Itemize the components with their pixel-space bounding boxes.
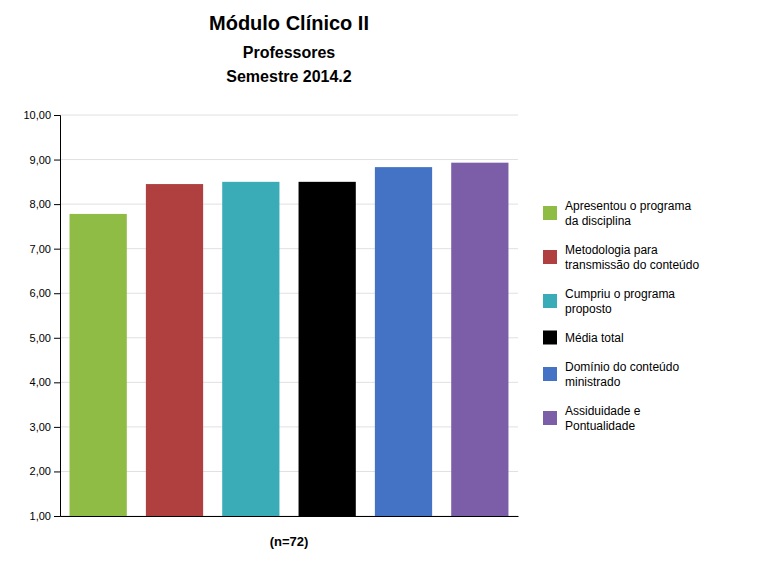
y-tick-label: 3,00 xyxy=(30,421,51,433)
bar xyxy=(375,167,432,516)
grid-line xyxy=(60,516,518,517)
legend-label: Domínio do conteúdoministrado xyxy=(565,360,679,389)
y-tick-mark xyxy=(54,160,60,161)
y-tick-mark xyxy=(54,338,60,339)
grid-line xyxy=(60,337,518,338)
y-tick: 4,00 xyxy=(30,376,60,388)
y-tick: 7,00 xyxy=(30,243,60,255)
y-tick-label: 7,00 xyxy=(30,243,51,255)
y-tick-mark xyxy=(54,471,60,472)
y-tick-label: 10,00 xyxy=(23,109,51,121)
legend-label: Metodologia paratransmissão do conteúdo xyxy=(565,243,699,272)
x-axis-line xyxy=(61,516,519,517)
grid-line xyxy=(60,115,518,116)
y-tick-label: 1,00 xyxy=(30,510,51,522)
y-tick-mark xyxy=(54,516,60,517)
bar xyxy=(222,182,279,516)
y-tick-mark xyxy=(54,204,60,205)
legend-item: Assiduidade ePontualidade xyxy=(543,404,641,433)
y-tick-label: 6,00 xyxy=(30,287,51,299)
plot: 1,00 2,00 3,00 4,00 5,00 6,00 7,00 8,00 9,00 10,0… xyxy=(23,109,518,522)
subtitle: Semestre 2014.2 xyxy=(226,68,352,85)
legend-label: Apresentou o programada disciplina xyxy=(565,199,691,228)
subtitle: Professores xyxy=(243,44,336,61)
y-axis-line xyxy=(54,116,61,517)
y-axis: 1,00 2,00 3,00 4,00 5,00 6,00 7,00 8,00 9,00 10,0… xyxy=(23,109,60,522)
y-tick-label: 2,00 xyxy=(30,465,51,477)
grid-line xyxy=(60,248,518,249)
y-tick: 2,00 xyxy=(30,465,60,477)
y-tick-label: 8,00 xyxy=(30,198,51,210)
legend: Apresentou o programada disciplina Metodo… xyxy=(543,199,699,433)
grid-line xyxy=(60,426,518,427)
legend-swatch xyxy=(543,294,557,308)
grid-line xyxy=(60,159,518,160)
y-tick-mark xyxy=(54,249,60,250)
grid-line xyxy=(60,471,518,472)
grid-line xyxy=(60,204,518,205)
grid xyxy=(60,115,518,516)
legend-item: Metodologia paratransmissão do conteúdo xyxy=(543,243,699,272)
y-tick: 10,00 xyxy=(23,109,60,121)
y-tick: 3,00 xyxy=(30,421,60,433)
y-tick-label: 9,00 xyxy=(30,154,51,166)
bar xyxy=(299,182,356,516)
y-tick-mark xyxy=(54,293,60,294)
bar xyxy=(146,184,203,516)
title: Módulo Clínico II xyxy=(209,12,369,34)
y-tick-mark xyxy=(54,427,60,428)
legend-label: Média total xyxy=(565,331,624,345)
legend-swatch xyxy=(543,250,557,264)
bar xyxy=(70,214,127,516)
y-tick: 5,00 xyxy=(30,332,60,344)
bars xyxy=(70,163,509,516)
legend-swatch xyxy=(543,411,557,425)
y-tick-label: 5,00 xyxy=(30,332,51,344)
legend-swatch xyxy=(543,367,557,381)
legend-item: Domínio do conteúdoministrado xyxy=(543,360,679,389)
chart: Módulo Clínico II Professores Semestre 201… xyxy=(0,0,758,571)
x-axis xyxy=(61,516,519,517)
legend-label: Cumpriu o programaproposto xyxy=(565,287,675,316)
y-tick: 9,00 xyxy=(30,154,60,166)
legend-swatch xyxy=(543,206,557,220)
y-tick-mark xyxy=(54,382,60,383)
x-label: (n=72) xyxy=(270,534,309,549)
bar xyxy=(451,163,508,516)
legend-item: Cumpriu o programaproposto xyxy=(543,287,675,316)
legend-item: Média total xyxy=(543,331,624,346)
y-tick: 1,00 xyxy=(30,510,60,522)
grid-line xyxy=(60,382,518,383)
legend-item: Apresentou o programada disciplina xyxy=(543,199,691,228)
legend-label: Assiduidade ePontualidade xyxy=(565,404,641,433)
grid-line xyxy=(60,293,518,294)
y-tick: 8,00 xyxy=(30,198,60,210)
y-tick-label: 4,00 xyxy=(30,376,51,388)
legend-swatch xyxy=(543,331,557,345)
y-tick-mark xyxy=(54,115,60,116)
y-tick: 6,00 xyxy=(30,287,60,299)
